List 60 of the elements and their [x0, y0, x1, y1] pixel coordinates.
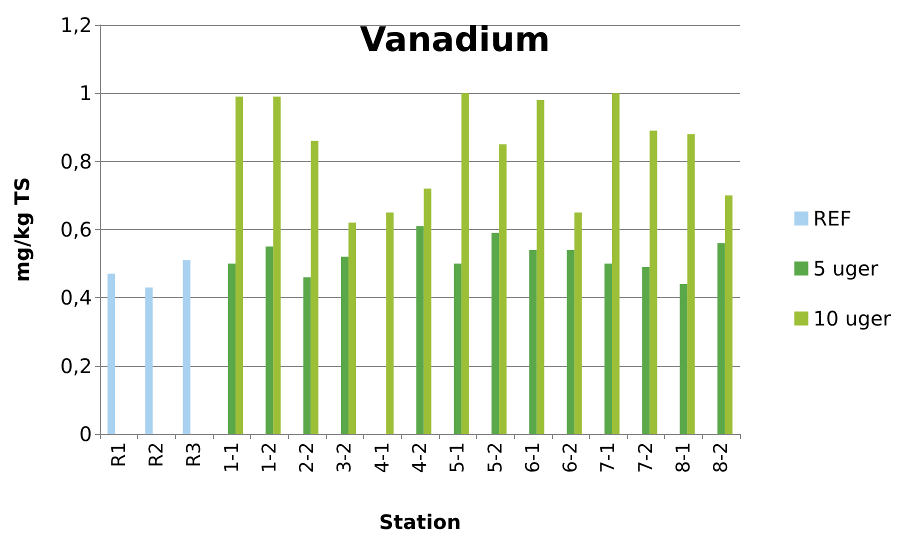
x-tick-label: 1-2 — [258, 442, 280, 474]
x-tick-label: 6-1 — [522, 442, 544, 474]
y-tick-label: 0,8 — [60, 149, 92, 174]
bar — [724, 195, 732, 434]
y-tick-label: 1 — [79, 81, 92, 106]
bar — [529, 250, 537, 434]
bar — [386, 212, 394, 434]
bar — [650, 130, 658, 434]
bar — [492, 232, 500, 434]
bar — [236, 96, 244, 434]
x-tick-label: 3-2 — [334, 442, 356, 474]
bar — [499, 144, 507, 434]
bar — [182, 260, 190, 434]
bar — [340, 256, 348, 434]
x-tick-label: 4-1 — [371, 442, 394, 474]
x-tick-label: 8-1 — [672, 442, 695, 474]
bar — [108, 274, 116, 434]
bar — [273, 96, 281, 434]
y-tick-label: 1,2 — [60, 13, 92, 37]
bar — [348, 222, 356, 434]
bar — [303, 277, 311, 434]
bar — [612, 93, 620, 434]
bar — [574, 212, 582, 434]
x-tick-label: R1 — [108, 442, 130, 468]
x-tick-label: 8-2 — [710, 442, 732, 474]
legend-label: 5 uger — [813, 256, 880, 280]
x-tick-label: 2-2 — [296, 442, 318, 474]
bar — [566, 250, 574, 434]
bar — [266, 246, 274, 434]
bar — [604, 264, 612, 434]
legend-label: 10 uger — [813, 306, 892, 330]
bar — [416, 226, 424, 434]
x-tick-label: 7-1 — [597, 442, 620, 474]
y-tick-label: 0 — [79, 422, 92, 446]
y-tick-label: 0,6 — [60, 218, 92, 242]
bar — [680, 284, 688, 434]
x-tick-label: 1-1 — [220, 442, 243, 474]
x-tick-label: R2 — [145, 442, 168, 468]
x-tick-label: 6-2 — [560, 442, 582, 474]
bar — [424, 188, 432, 434]
chart-title: Vanadium — [360, 20, 550, 60]
x-tick-label: 7-2 — [634, 442, 657, 474]
x-axis-title: Station — [379, 510, 461, 534]
bar — [454, 264, 462, 434]
bar — [461, 93, 469, 434]
y-axis-title: mg/kg TS — [10, 176, 34, 282]
x-tick-label: 4-2 — [409, 442, 431, 474]
x-tick-label: R3 — [183, 442, 206, 468]
bar — [145, 287, 153, 434]
x-tick-label: 5-1 — [446, 442, 469, 474]
bar — [310, 140, 318, 434]
legend-label: REF — [813, 206, 852, 230]
y-tick-label: 0,2 — [60, 354, 92, 378]
bar — [717, 243, 725, 434]
y-tick-label: 0,4 — [60, 286, 92, 310]
bar — [228, 264, 236, 434]
bar — [536, 100, 544, 434]
x-tick-label: 5-2 — [484, 442, 506, 474]
bar — [642, 266, 650, 434]
bar — [687, 134, 695, 434]
